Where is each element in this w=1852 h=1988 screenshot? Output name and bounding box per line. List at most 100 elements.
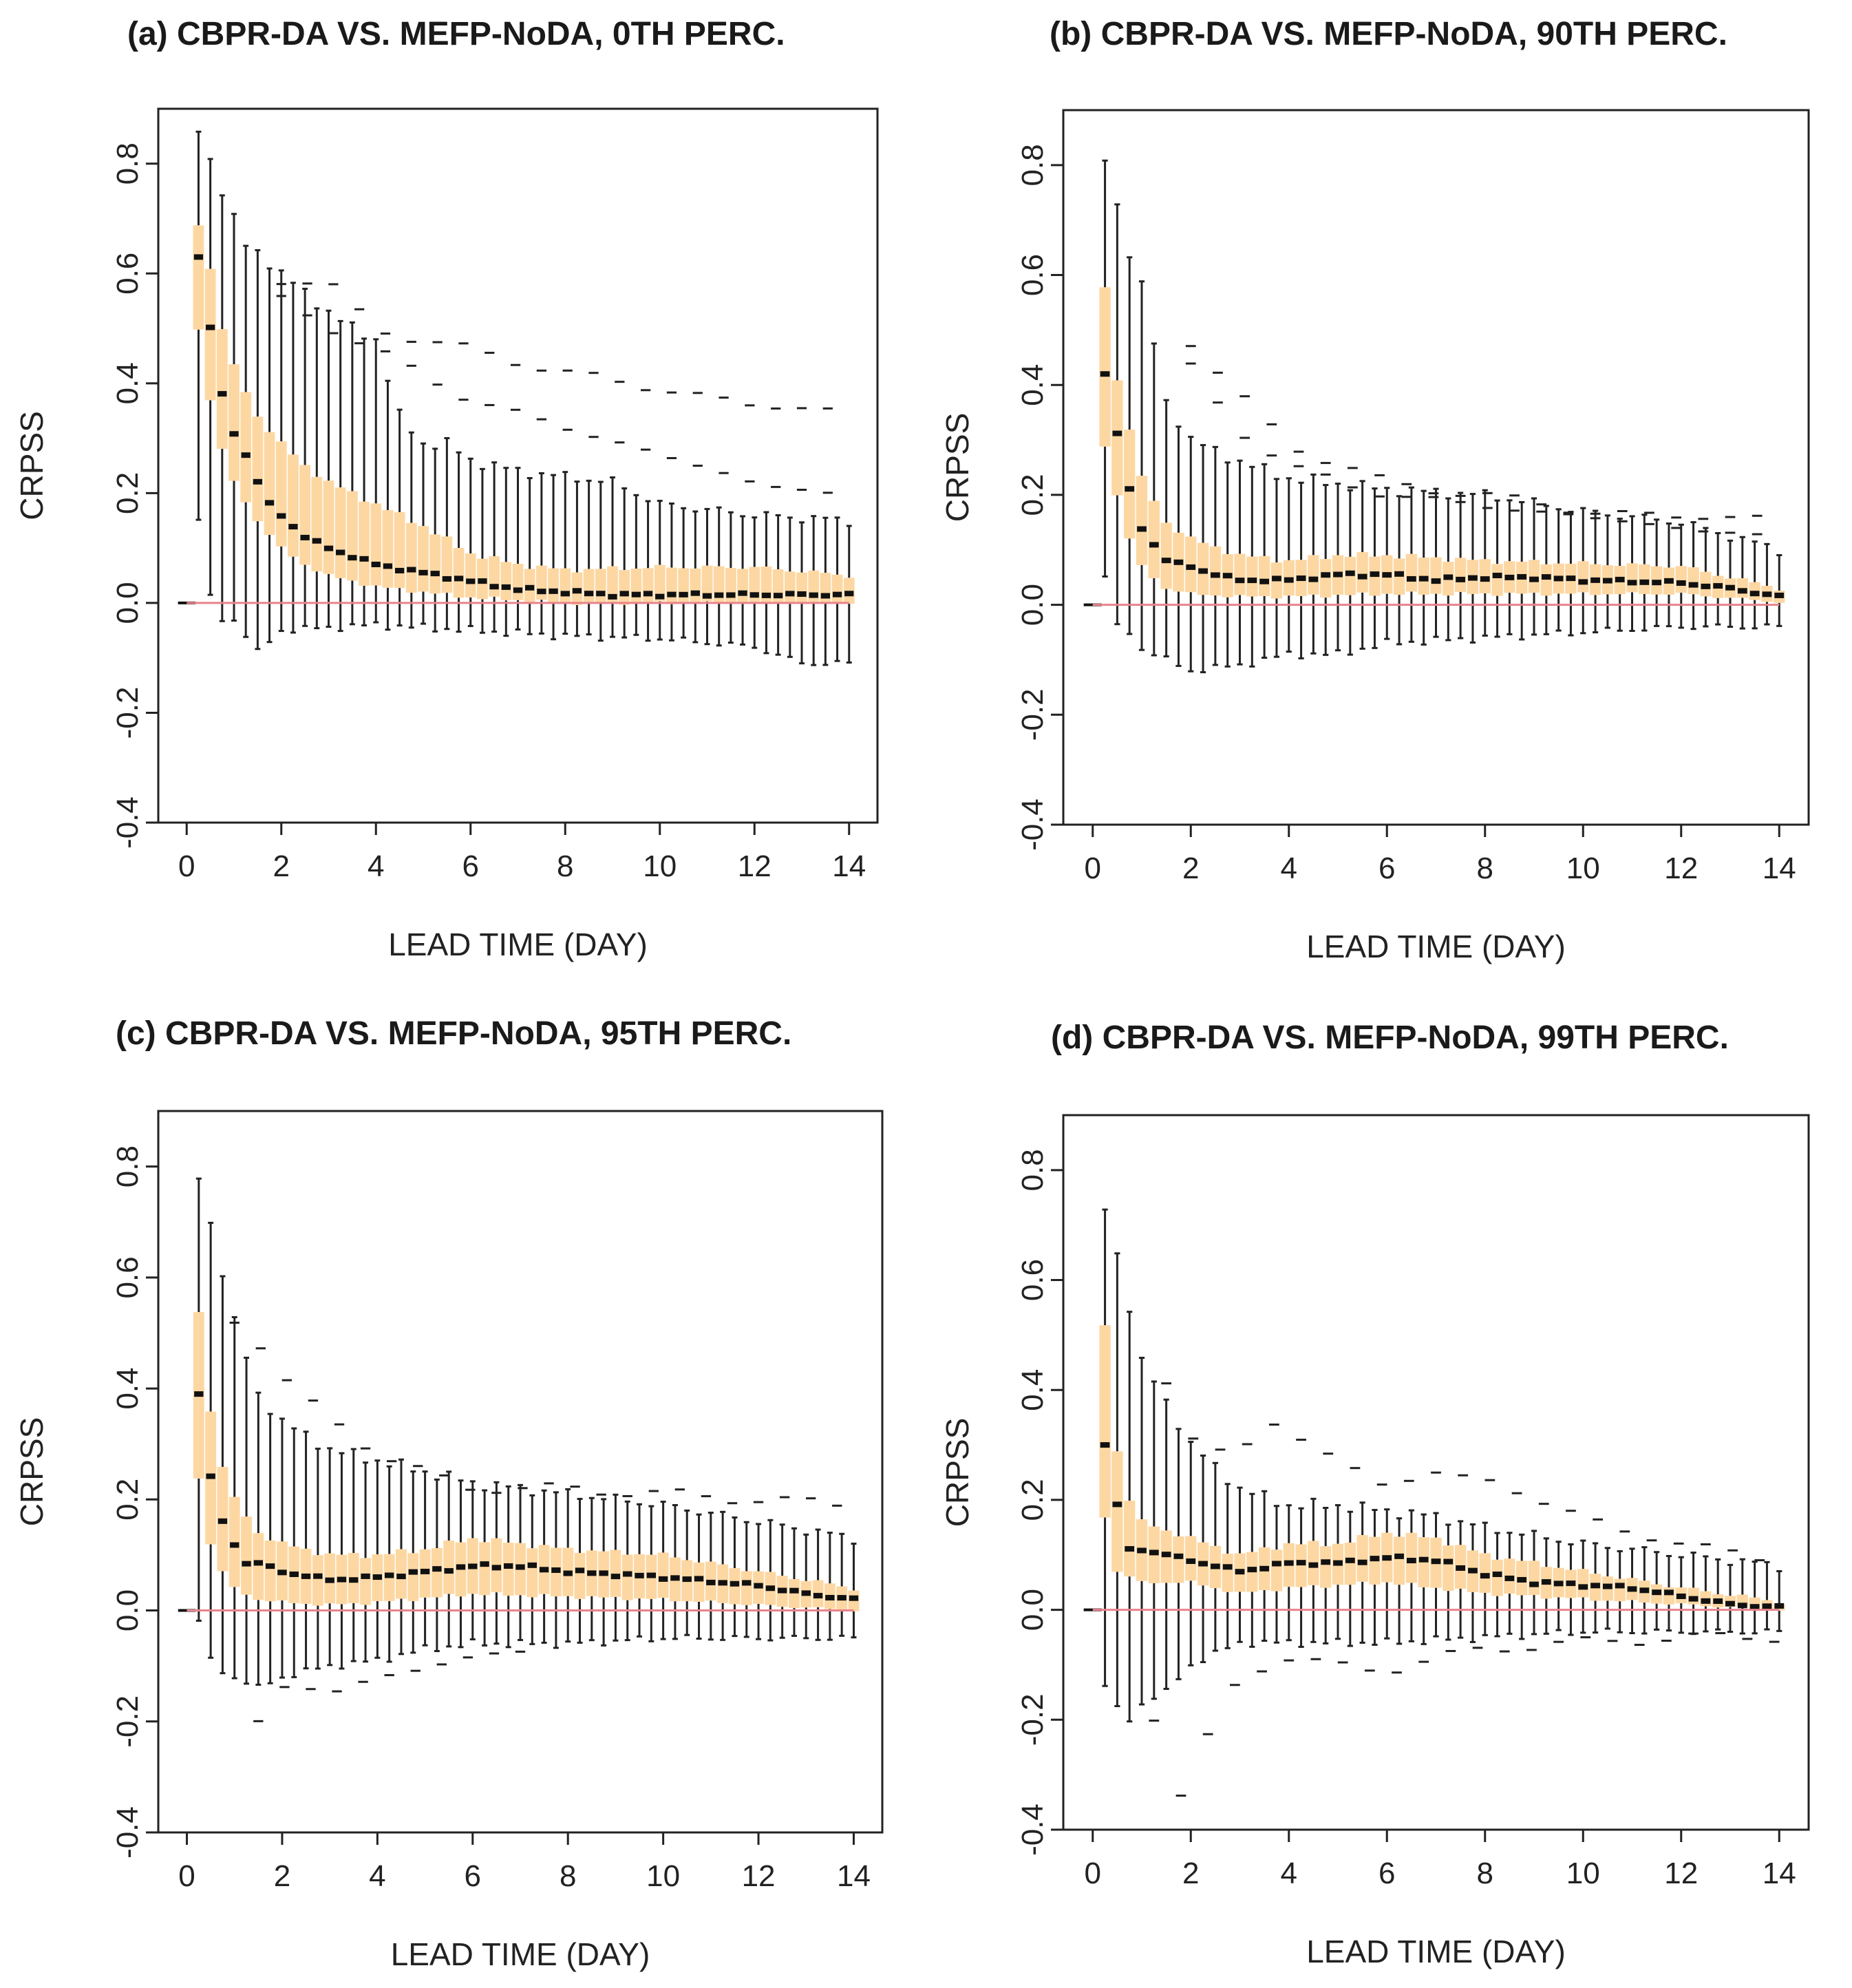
iqr-box bbox=[1308, 555, 1319, 595]
iqr-box bbox=[1270, 1550, 1283, 1592]
iqr-box bbox=[1528, 560, 1540, 593]
median-mark bbox=[1701, 1598, 1711, 1604]
median-mark bbox=[738, 590, 747, 596]
iqr-box bbox=[725, 568, 736, 604]
median-mark bbox=[623, 1571, 632, 1577]
median-mark bbox=[1517, 573, 1527, 580]
median-mark bbox=[1247, 1567, 1257, 1573]
y-tick-label: 0.6 bbox=[111, 1256, 145, 1298]
median-mark bbox=[1517, 1576, 1527, 1583]
median-mark bbox=[432, 1566, 442, 1572]
median-mark bbox=[575, 1567, 585, 1574]
x-tick-label: 8 bbox=[1477, 852, 1493, 885]
iqr-box bbox=[642, 568, 654, 603]
median-mark bbox=[572, 588, 582, 594]
iqr-box bbox=[394, 511, 405, 589]
median-mark bbox=[288, 524, 298, 530]
median-mark bbox=[1688, 582, 1699, 588]
chart-svg: -0.4 -0.2 0.0 0.2 0.4 0.6 0.8 0 2 4 6 8 10 12 14 LEAD T… bbox=[939, 1114, 1810, 1969]
median-mark bbox=[1664, 1589, 1674, 1596]
iqr-box bbox=[418, 526, 429, 592]
median-mark bbox=[300, 534, 310, 540]
x-tick-label: 14 bbox=[1763, 852, 1796, 885]
y-tick-label: 0.6 bbox=[1016, 254, 1050, 296]
iqr-box bbox=[1099, 287, 1111, 447]
iqr-box bbox=[1123, 1501, 1136, 1577]
iqr-box bbox=[1430, 557, 1442, 594]
median-mark bbox=[527, 1562, 537, 1568]
median-mark bbox=[563, 1570, 573, 1576]
median-mark bbox=[608, 593, 617, 600]
iqr-box bbox=[1577, 561, 1589, 593]
median-mark bbox=[844, 591, 854, 597]
median-mark bbox=[489, 584, 499, 590]
median-mark bbox=[801, 1590, 811, 1596]
median-mark bbox=[1590, 1583, 1600, 1589]
median-mark bbox=[1701, 583, 1711, 589]
iqr-box bbox=[441, 536, 453, 593]
median-mark bbox=[1222, 573, 1233, 579]
median-mark bbox=[1615, 576, 1625, 582]
iqr-box bbox=[1319, 559, 1332, 598]
iqr-box bbox=[831, 574, 843, 604]
x-tick-label: 14 bbox=[832, 849, 866, 883]
iqr-box bbox=[678, 568, 690, 604]
x-tick-label: 10 bbox=[646, 1859, 680, 1893]
iqr-box bbox=[843, 578, 855, 604]
median-mark bbox=[690, 590, 700, 596]
median-mark bbox=[217, 391, 227, 397]
iqr-box bbox=[216, 329, 228, 449]
median-mark bbox=[1259, 578, 1270, 584]
median-mark bbox=[205, 324, 215, 330]
median-mark bbox=[1553, 1580, 1564, 1587]
iqr-box bbox=[500, 562, 512, 601]
median-mark bbox=[1529, 1581, 1539, 1587]
median-mark bbox=[1737, 1603, 1747, 1609]
median-mark bbox=[1774, 1603, 1785, 1609]
median-mark bbox=[1222, 1564, 1233, 1570]
median-mark bbox=[1333, 1560, 1343, 1566]
median-mark bbox=[1431, 578, 1441, 584]
median-mark bbox=[761, 592, 771, 598]
median-mark bbox=[1161, 558, 1171, 564]
iqr-box bbox=[311, 476, 323, 572]
boxplot-group bbox=[178, 1177, 860, 1722]
iqr-box bbox=[657, 1552, 669, 1598]
median-mark bbox=[1296, 1560, 1306, 1566]
median-mark bbox=[277, 513, 286, 519]
y-tick-label: -0.4 bbox=[111, 796, 145, 849]
chart-svg: -0.4 -0.2 0.0 0.2 0.4 0.6 0.8 0 2 4 6 8 10 12 14 LEAD T… bbox=[14, 107, 879, 962]
y-tick-label: 0.2 bbox=[1016, 1479, 1050, 1521]
median-mark bbox=[1345, 570, 1355, 576]
median-mark bbox=[813, 1593, 823, 1599]
iqr-box bbox=[465, 553, 476, 598]
median-mark bbox=[1602, 1583, 1612, 1589]
iqr-box bbox=[1443, 1545, 1454, 1592]
iqr-box bbox=[535, 565, 547, 600]
iqr-box bbox=[443, 1540, 455, 1594]
iqr-box bbox=[382, 509, 394, 588]
median-mark bbox=[837, 1595, 847, 1601]
iqr-box bbox=[526, 1548, 538, 1598]
iqr-box bbox=[359, 501, 370, 586]
median-mark bbox=[765, 1585, 776, 1592]
x-axis-label: LEAD TIME (DAY) bbox=[388, 927, 648, 962]
median-mark bbox=[1296, 575, 1306, 582]
median-mark bbox=[635, 1572, 644, 1578]
median-mark bbox=[501, 584, 511, 590]
x-tick-label: 2 bbox=[1182, 1857, 1199, 1890]
median-mark bbox=[1137, 1547, 1147, 1554]
iqr-box bbox=[1160, 522, 1172, 589]
iqr-box bbox=[1405, 553, 1418, 592]
median-mark bbox=[1112, 1501, 1122, 1508]
median-mark bbox=[1504, 574, 1515, 580]
median-mark bbox=[694, 1576, 704, 1582]
median-mark bbox=[560, 591, 570, 597]
iqr-box bbox=[275, 441, 287, 547]
median-mark bbox=[679, 591, 688, 598]
iqr-box bbox=[1148, 500, 1160, 578]
median-mark bbox=[301, 1573, 311, 1579]
iqr-box bbox=[574, 1552, 586, 1599]
x-tick-label: 14 bbox=[837, 1859, 871, 1893]
median-mark bbox=[372, 1574, 383, 1580]
